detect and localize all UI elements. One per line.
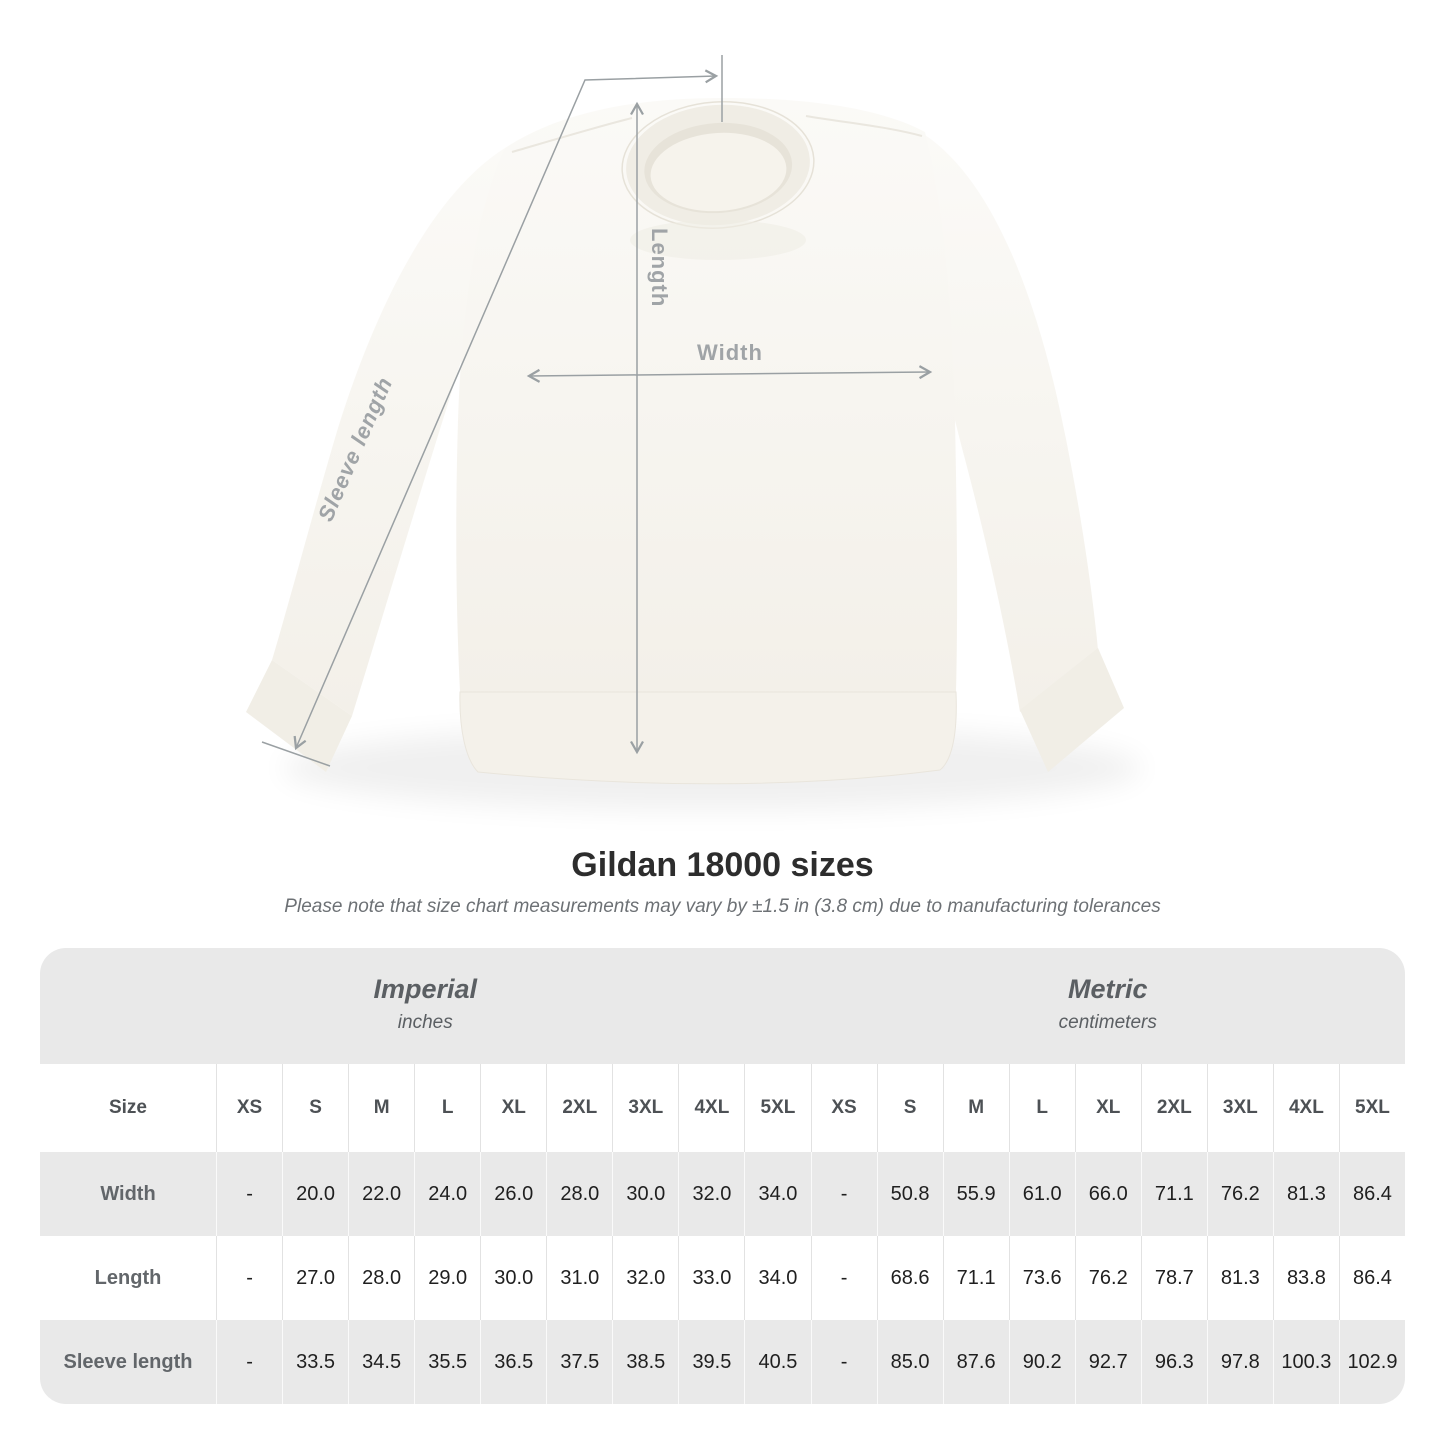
row-label: Length bbox=[40, 1236, 216, 1320]
value-cell: 28.0 bbox=[348, 1236, 415, 1320]
value-cell: 102.9 bbox=[1338, 1320, 1405, 1404]
metric-title: Metric bbox=[1067, 974, 1148, 1004]
value-cell: 22.0 bbox=[348, 1152, 415, 1236]
value-cell: 34.0 bbox=[744, 1236, 811, 1320]
value-cell: 39.5 bbox=[678, 1320, 745, 1404]
size-col-header: L bbox=[1008, 1064, 1075, 1152]
value-cell: 68.6 bbox=[876, 1236, 943, 1320]
value-cell: 31.0 bbox=[546, 1236, 613, 1320]
value-cell: 38.5 bbox=[612, 1320, 679, 1404]
value-cell: 87.6 bbox=[942, 1320, 1009, 1404]
size-col-header: 4XL bbox=[678, 1064, 745, 1152]
value-cell: - bbox=[810, 1320, 877, 1404]
size-col-header: S bbox=[282, 1064, 349, 1152]
value-cell: 20.0 bbox=[282, 1152, 349, 1236]
value-cell: 30.0 bbox=[480, 1236, 547, 1320]
value-cell: 40.5 bbox=[744, 1320, 811, 1404]
size-col-header: S bbox=[876, 1064, 943, 1152]
value-cell: 30.0 bbox=[612, 1152, 679, 1236]
value-cell: 36.5 bbox=[480, 1320, 547, 1404]
metric-band: Metric centimeters bbox=[810, 948, 1405, 1064]
size-col-header: 4XL bbox=[1272, 1064, 1339, 1152]
size-col-header: L bbox=[414, 1064, 481, 1152]
size-col-header: 5XL bbox=[1338, 1064, 1405, 1152]
value-cell: 34.5 bbox=[348, 1320, 415, 1404]
width-arrow bbox=[526, 365, 933, 383]
value-cell: - bbox=[810, 1152, 877, 1236]
right-sleeve bbox=[925, 135, 1098, 712]
value-cell: 76.2 bbox=[1074, 1236, 1141, 1320]
value-cell: 50.8 bbox=[876, 1152, 943, 1236]
sweatshirt-diagram: Length Width Sleeve length bbox=[246, 55, 1142, 810]
value-cell: 83.8 bbox=[1272, 1236, 1339, 1320]
value-cell: 37.5 bbox=[546, 1320, 613, 1404]
value-cell: - bbox=[216, 1236, 283, 1320]
size-col-header: XL bbox=[480, 1064, 547, 1152]
value-cell: 33.0 bbox=[678, 1236, 745, 1320]
size-col-header: M bbox=[348, 1064, 415, 1152]
value-cell: 66.0 bbox=[1074, 1152, 1141, 1236]
value-cell: 86.4 bbox=[1338, 1152, 1405, 1236]
value-cell: 73.6 bbox=[1008, 1236, 1075, 1320]
value-cell: 86.4 bbox=[1338, 1236, 1405, 1320]
value-cell: 34.0 bbox=[744, 1152, 811, 1236]
value-cell: 32.0 bbox=[678, 1152, 745, 1236]
value-cell: 29.0 bbox=[414, 1236, 481, 1320]
measurement-diagram: Length Width Sleeve length bbox=[246, 55, 1142, 810]
value-cell: 90.2 bbox=[1008, 1320, 1075, 1404]
value-cell: 33.5 bbox=[282, 1320, 349, 1404]
measurement-lines bbox=[261, 55, 933, 767]
value-cell: - bbox=[216, 1320, 283, 1404]
value-cell: 28.0 bbox=[546, 1152, 613, 1236]
value-cell: 26.0 bbox=[480, 1152, 547, 1236]
value-cell: - bbox=[216, 1152, 283, 1236]
value-cell: - bbox=[810, 1236, 877, 1320]
value-cell: 27.0 bbox=[282, 1236, 349, 1320]
imperial-unit: inches bbox=[397, 1012, 453, 1033]
length-label: Length bbox=[647, 228, 672, 307]
row-label: Sleeve length bbox=[40, 1320, 216, 1404]
tolerance-note: Please note that size chart measurements… bbox=[284, 896, 1161, 917]
page-title: Gildan 18000 sizes bbox=[571, 846, 874, 884]
value-cell: 78.7 bbox=[1140, 1236, 1207, 1320]
size-col-header: 2XL bbox=[1140, 1064, 1207, 1152]
waistband bbox=[459, 691, 957, 785]
value-cell: 71.1 bbox=[1140, 1152, 1207, 1236]
size-col-header: XS bbox=[810, 1064, 877, 1152]
value-cell: 81.3 bbox=[1272, 1152, 1339, 1236]
imperial-title: Imperial bbox=[373, 974, 478, 1004]
size-col-header: 2XL bbox=[546, 1064, 613, 1152]
size-col-header: M bbox=[942, 1064, 1009, 1152]
value-cell: 76.2 bbox=[1206, 1152, 1273, 1236]
size-table: Imperial inches Metric centimeters Size … bbox=[40, 948, 1405, 1404]
right-cuff bbox=[1020, 648, 1124, 772]
value-cell: 96.3 bbox=[1140, 1320, 1207, 1404]
row-label: Width bbox=[40, 1152, 216, 1236]
value-cell: 32.0 bbox=[612, 1236, 679, 1320]
value-cell: 71.1 bbox=[942, 1236, 1009, 1320]
value-cell: 92.7 bbox=[1074, 1320, 1141, 1404]
size-col-header: 3XL bbox=[612, 1064, 679, 1152]
value-cell: 85.0 bbox=[876, 1320, 943, 1404]
imperial-band: Imperial inches bbox=[40, 948, 811, 1064]
size-header: Size bbox=[40, 1064, 216, 1152]
size-col-header: 5XL bbox=[744, 1064, 811, 1152]
value-cell: 35.5 bbox=[414, 1320, 481, 1404]
value-cell: 24.0 bbox=[414, 1152, 481, 1236]
value-cell: 61.0 bbox=[1008, 1152, 1075, 1236]
width-label: Width bbox=[697, 340, 763, 365]
size-col-header: XS bbox=[216, 1064, 283, 1152]
value-cell: 81.3 bbox=[1206, 1236, 1273, 1320]
value-cell: 55.9 bbox=[942, 1152, 1009, 1236]
cuff-tick bbox=[261, 741, 331, 767]
metric-unit: centimeters bbox=[1058, 1012, 1157, 1033]
value-cell: 97.8 bbox=[1206, 1320, 1273, 1404]
sweatshirt-illustration bbox=[246, 98, 1142, 810]
size-col-header: XL bbox=[1074, 1064, 1141, 1152]
value-cell: 100.3 bbox=[1272, 1320, 1339, 1404]
size-col-header: 3XL bbox=[1206, 1064, 1273, 1152]
right-shoulder-seam bbox=[805, 115, 923, 137]
sleeve-length-arrow bbox=[293, 69, 719, 751]
